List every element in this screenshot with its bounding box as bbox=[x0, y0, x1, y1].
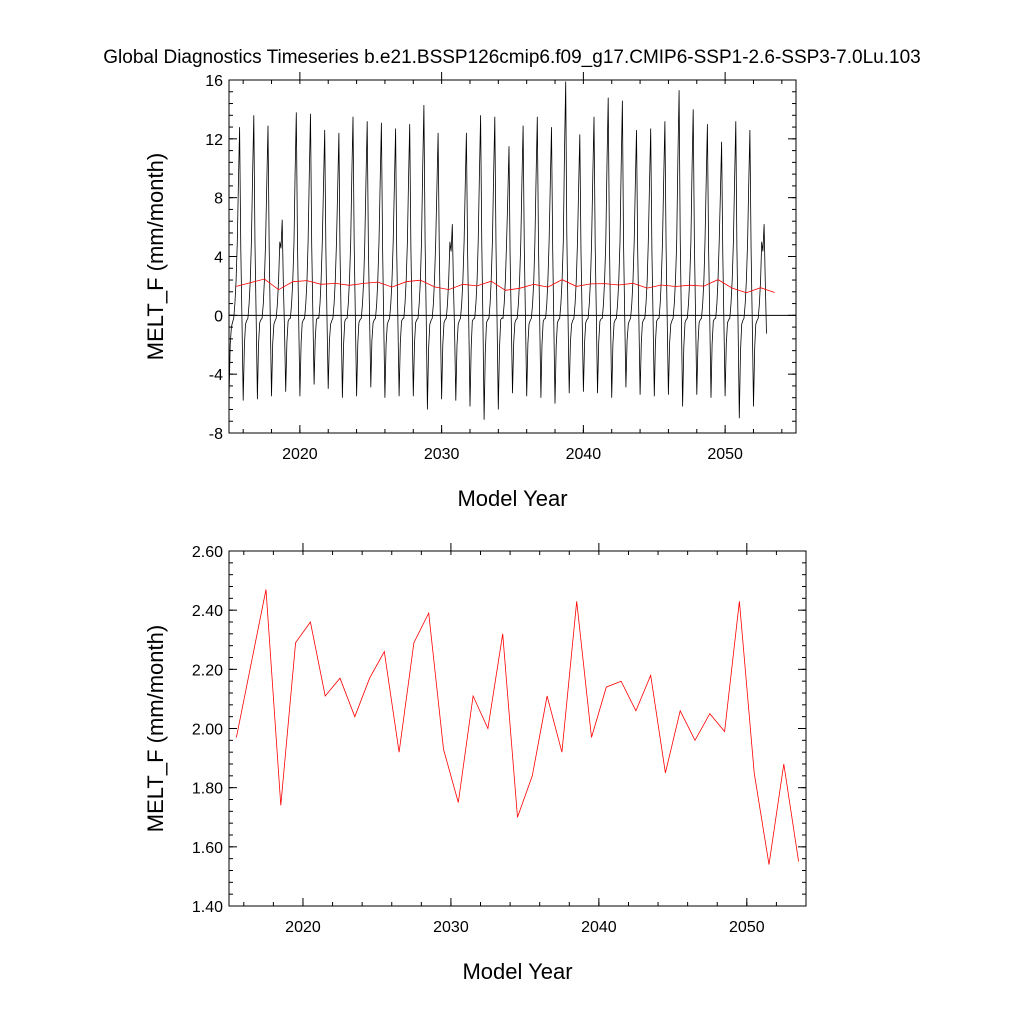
y-tick-label: 2.60 bbox=[192, 544, 223, 561]
x-tick-label: 2050 bbox=[707, 446, 743, 463]
y-tick-label: -4 bbox=[209, 367, 223, 384]
y-axis-label: MELT_F (mm/month) bbox=[143, 153, 168, 360]
x-tick-label: 2030 bbox=[424, 446, 460, 463]
x-axis-label: Model Year bbox=[462, 959, 572, 984]
y-tick-label: 4 bbox=[214, 250, 223, 267]
x-tick-label: 2020 bbox=[282, 446, 318, 463]
y-tick-label: 8 bbox=[214, 191, 223, 208]
x-tick-label: 2040 bbox=[581, 919, 617, 936]
y-tick-label: -8 bbox=[209, 426, 223, 443]
annual-mean-series-line bbox=[235, 278, 775, 294]
timeseries-panel-monthly: -8 -4 0 4 8 12 16 2020 2030 2040 2050 Model Year MEL… bbox=[143, 72, 797, 511]
x-tick-label: 2030 bbox=[433, 919, 469, 936]
figure-title: Global Diagnostics Timeseries b.e21.BSSP… bbox=[103, 47, 920, 68]
y-tick-label: 1.60 bbox=[192, 840, 223, 857]
x-tick-label: 2040 bbox=[566, 446, 602, 463]
y-tick-label: 2.40 bbox=[192, 603, 223, 620]
y-tick-label: 0 bbox=[214, 308, 223, 325]
annual-mean-series-line bbox=[236, 589, 799, 865]
x-tick-label: 2020 bbox=[285, 919, 321, 936]
y-tick-label: 16 bbox=[205, 73, 223, 90]
monthly-series-line bbox=[229, 81, 767, 420]
y-tick-label: 1.40 bbox=[192, 899, 223, 916]
y-tick-label: 2.20 bbox=[192, 662, 223, 679]
y-tick-label: 2.00 bbox=[192, 722, 223, 739]
y-axis-label: MELT_F (mm/month) bbox=[143, 625, 168, 832]
y-tick-label: 1.80 bbox=[192, 781, 223, 798]
x-axis-label: Model Year bbox=[457, 486, 567, 511]
x-tick-label: 2050 bbox=[729, 919, 765, 936]
timeseries-panel-annual: 1.40 1.60 1.80 2.00 2.20 2.40 2.60 2020 2030 2040… bbox=[143, 543, 807, 984]
plot-frame bbox=[228, 550, 807, 907]
y-tick-label: 12 bbox=[205, 132, 223, 149]
